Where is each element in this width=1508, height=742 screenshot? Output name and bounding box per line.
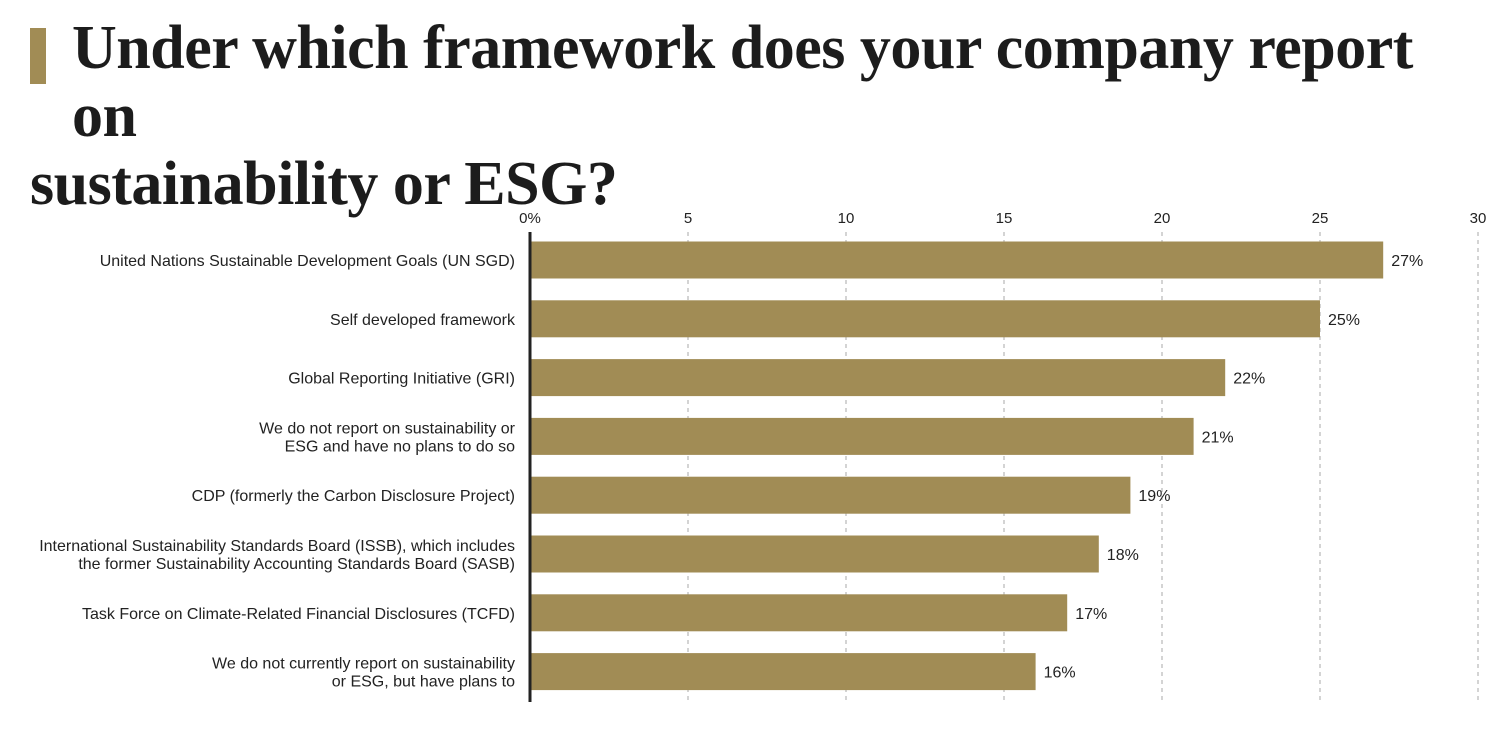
- category-label: CDP (formerly the Carbon Disclosure Proj…: [192, 488, 515, 505]
- chart-title: Under which framework does your company …: [30, 14, 1490, 218]
- x-tick-label: 5: [684, 210, 692, 227]
- bar: [530, 241, 1384, 279]
- x-tick-label: 10: [838, 210, 855, 227]
- value-label: 25%: [1328, 312, 1360, 329]
- bar: [530, 535, 1099, 573]
- category-label: the former Sustainability Accounting Sta…: [78, 556, 515, 573]
- bar: [530, 300, 1320, 338]
- category-label: United Nations Sustainable Development G…: [100, 253, 515, 270]
- category-label: or ESG, but have plans to: [332, 674, 515, 691]
- x-tick-label: 30: [1470, 210, 1487, 227]
- value-label: 16%: [1044, 665, 1076, 682]
- value-label: 21%: [1202, 429, 1234, 446]
- value-label: 19%: [1138, 488, 1170, 505]
- title-block: Under which framework does your company …: [30, 14, 1490, 218]
- category-label: Global Reporting Initiative (GRI): [288, 371, 515, 388]
- x-tick-label: 25: [1312, 210, 1329, 227]
- bar: [530, 359, 1226, 397]
- value-label: 18%: [1107, 547, 1139, 564]
- value-label: 17%: [1075, 606, 1107, 623]
- value-label: 27%: [1391, 253, 1423, 270]
- category-label: Self developed framework: [330, 312, 516, 329]
- category-label: We do not report on sustainability or: [259, 420, 516, 437]
- bar: [530, 653, 1036, 691]
- category-label: ESG and have no plans to do so: [285, 438, 515, 455]
- chart-title-line-1: Under which framework does your company …: [72, 14, 1413, 150]
- bar: [530, 476, 1131, 514]
- bar: [530, 594, 1068, 632]
- category-label: We do not currently report on sustainabi…: [212, 656, 515, 673]
- chart-title-line-2: sustainability or ESG?: [30, 150, 618, 218]
- x-tick-label: 0%: [519, 210, 541, 227]
- x-tick-label: 20: [1154, 210, 1171, 227]
- title-accent-bar: [30, 28, 46, 84]
- x-tick-label: 15: [996, 210, 1013, 227]
- category-label: International Sustainability Standards B…: [39, 538, 515, 555]
- category-label: Task Force on Climate-Related Financial …: [82, 606, 515, 623]
- value-label: 22%: [1233, 371, 1265, 388]
- bar: [530, 417, 1194, 455]
